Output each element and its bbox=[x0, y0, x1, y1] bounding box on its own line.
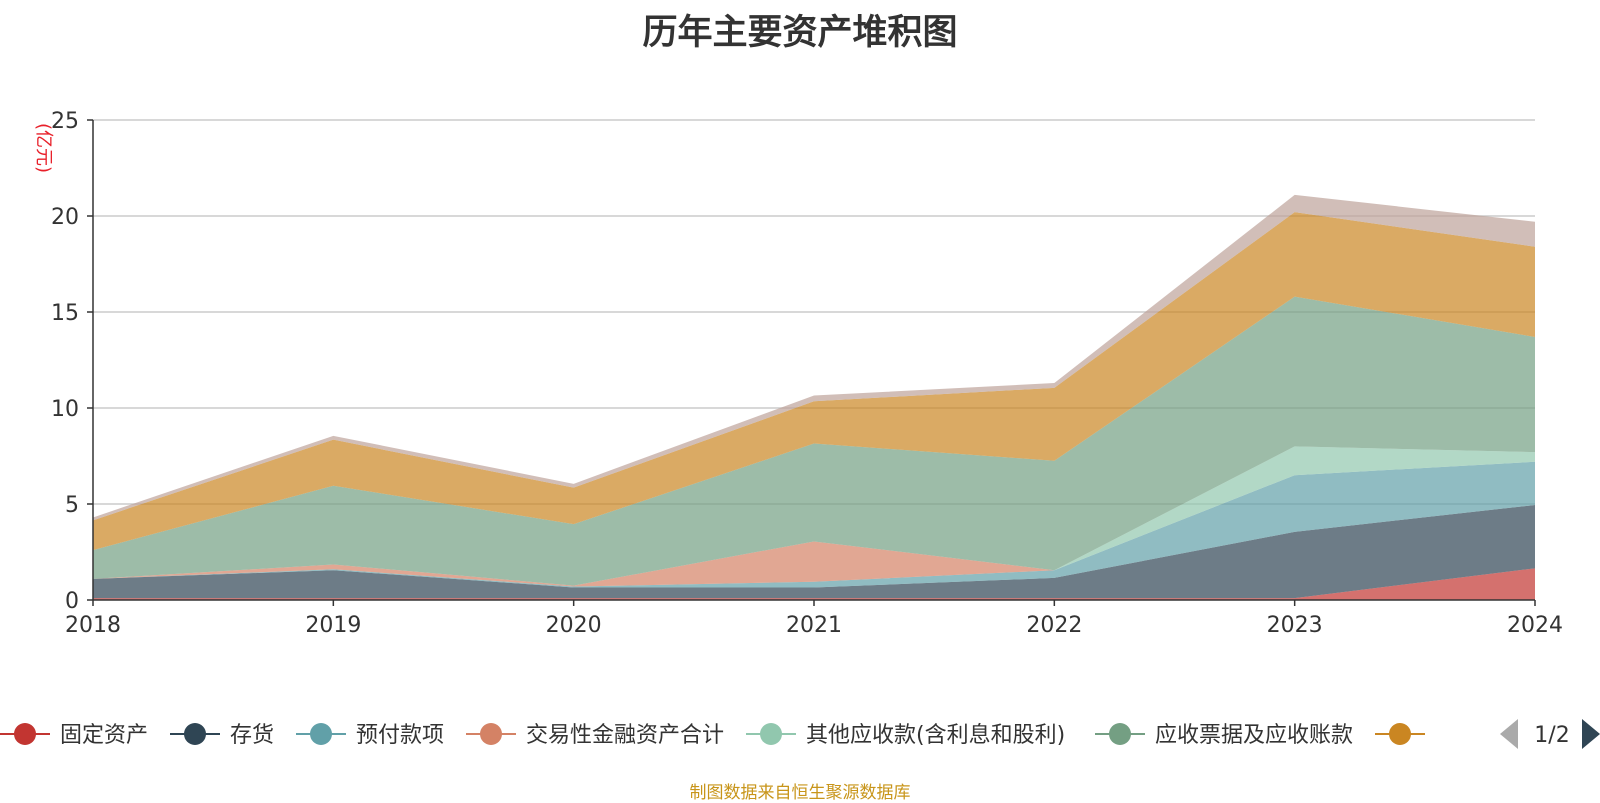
y-unit-label: (亿元) bbox=[33, 123, 54, 173]
x-tick-label: 2022 bbox=[1026, 613, 1082, 638]
area-series-2 bbox=[93, 461, 1535, 588]
legend-item-6[interactable] bbox=[1375, 723, 1425, 745]
triangle-left-icon[interactable] bbox=[1500, 719, 1518, 749]
area-series-0 bbox=[93, 568, 1535, 600]
legend-item-5[interactable]: 应收票据及应收账款 bbox=[1095, 723, 1353, 748]
axes: 0 5 10 15 20 25 2018 2019 2020 2021 2022 2023 2024 bbox=[51, 109, 1563, 638]
source-note: 制图数据来自恒生聚源数据库 bbox=[689, 783, 911, 803]
stacked-areas bbox=[93, 194, 1535, 600]
legend-item-0[interactable]: 固定资产 bbox=[0, 723, 148, 748]
y-tick-label: 15 bbox=[51, 301, 79, 326]
legend-marker-icon bbox=[14, 723, 36, 745]
legend-label: 应收票据及应收账款 bbox=[1155, 723, 1353, 748]
triangle-right-icon[interactable] bbox=[1582, 719, 1600, 749]
legend-marker-icon bbox=[1109, 723, 1131, 745]
x-tick-label: 2023 bbox=[1267, 613, 1323, 638]
legend-item-4[interactable]: 其他应收款(含利息和股利) bbox=[746, 723, 1065, 748]
x-tick-label: 2024 bbox=[1507, 613, 1563, 638]
legend-label: 交易性金融资产合计 bbox=[526, 723, 724, 748]
legend-marker-icon bbox=[480, 723, 502, 745]
y-tick-label: 0 bbox=[65, 589, 79, 614]
legend-item-2[interactable]: 预付款项 bbox=[296, 723, 444, 748]
area-series-3 bbox=[93, 461, 1535, 587]
area-series-4 bbox=[93, 446, 1535, 586]
area-series-6 bbox=[93, 212, 1535, 551]
legend-marker-icon bbox=[760, 723, 782, 745]
legend-marker-icon bbox=[310, 723, 332, 745]
y-tick-label: 25 bbox=[51, 109, 79, 134]
area-series-5 bbox=[93, 296, 1535, 586]
legend-marker-icon bbox=[1389, 723, 1411, 745]
legend-label: 存货 bbox=[230, 723, 274, 748]
y-tick-label: 10 bbox=[51, 397, 79, 422]
legend-page-indicator: 1/2 bbox=[1534, 723, 1569, 748]
x-tick-label: 2019 bbox=[305, 613, 361, 638]
x-tick-label: 2018 bbox=[65, 613, 121, 638]
x-tick-label: 2021 bbox=[786, 613, 842, 638]
legend-item-1[interactable]: 存货 bbox=[170, 723, 274, 748]
legend-marker-icon bbox=[184, 723, 206, 745]
legend-label: 预付款项 bbox=[356, 723, 444, 748]
legend-label: 固定资产 bbox=[60, 723, 148, 748]
legend-label: 其他应收款(含利息和股利) bbox=[806, 723, 1065, 748]
legend-item-3[interactable]: 交易性金融资产合计 bbox=[466, 723, 724, 748]
legend[interactable]: 固定资产 存货 预付款项 交易性金融资产合计 其他应收款(含利息和股利) 应收票据及应收账… bbox=[0, 719, 1600, 749]
y-tick-label: 5 bbox=[65, 493, 79, 518]
y-tick-label: 20 bbox=[51, 205, 79, 230]
chart-title: 历年主要资产堆积图 bbox=[642, 13, 958, 53]
x-tick-label: 2020 bbox=[546, 613, 602, 638]
area-series-1 bbox=[93, 504, 1535, 599]
